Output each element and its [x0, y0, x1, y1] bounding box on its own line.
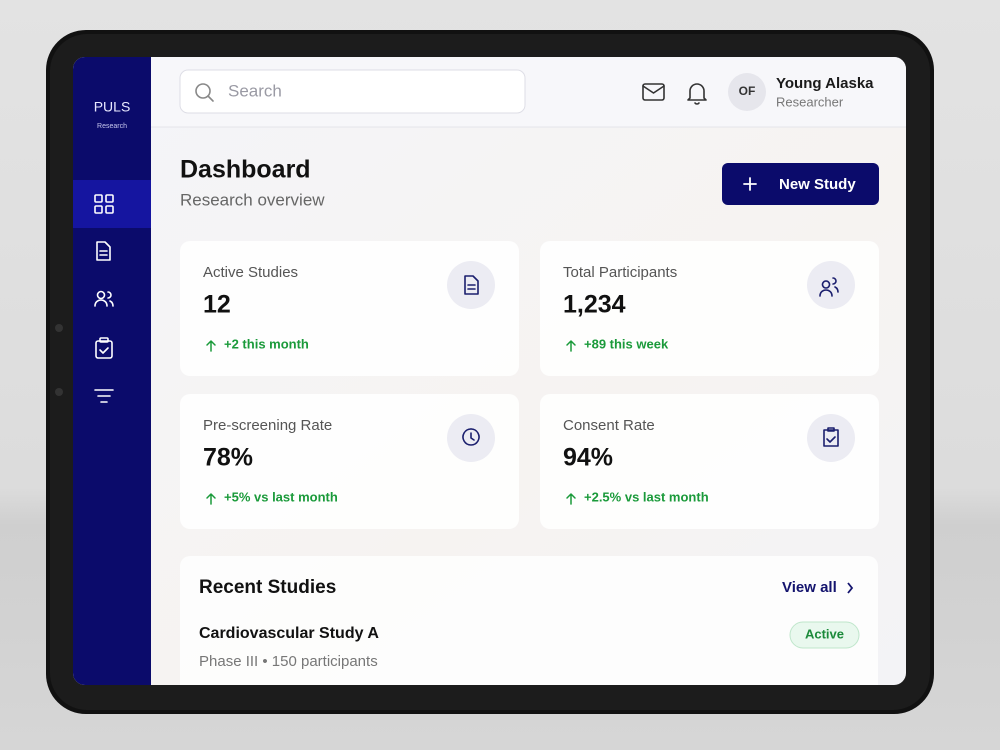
status-pill — [789, 621, 860, 649]
stat-label: Total Participants — [563, 264, 677, 281]
up-arrow-icon — [206, 493, 216, 505]
up-arrow-icon — [206, 340, 216, 352]
stat-change: +2 this month — [224, 336, 309, 351]
recent-card — [180, 556, 878, 685]
new-study-button[interactable] — [722, 163, 879, 205]
stat-change: +89 this week — [584, 336, 669, 351]
stat-card — [180, 394, 519, 529]
logo-tagline: Research — [97, 123, 127, 130]
side-button — [55, 324, 63, 332]
stat-card — [540, 394, 879, 529]
stat-card — [540, 241, 879, 376]
side-button — [55, 388, 63, 396]
stat-change: +2.5% vs last month — [584, 489, 709, 504]
sidebar — [73, 57, 151, 685]
nav-documents-icon[interactable] — [96, 241, 111, 261]
page-subtitle: Research overview — [180, 190, 325, 209]
bell-icon[interactable] — [687, 83, 707, 105]
plus-icon — [743, 177, 757, 191]
page-title: Dashboard — [180, 156, 311, 184]
search-placeholder: Search — [228, 81, 282, 100]
view-all-link[interactable]: View all — [782, 579, 837, 596]
screen: PULS Research Search OF Young Alaska Res… — [73, 57, 906, 685]
status-label: Active — [805, 626, 844, 641]
stat-value: 12 — [203, 291, 231, 319]
nav-filter-icon[interactable] — [94, 389, 114, 403]
chevron-icon — [847, 582, 854, 594]
nav-dashboard-icon[interactable] — [94, 194, 114, 214]
stat-icon — [462, 428, 480, 446]
mail-icon[interactable] — [642, 83, 665, 101]
stat-label: Consent Rate — [563, 417, 655, 434]
stat-icon — [819, 277, 839, 297]
up-arrow-icon — [566, 493, 576, 505]
nav-active[interactable] — [73, 180, 151, 228]
stat-value: 78% — [203, 444, 253, 472]
search-icon — [195, 83, 214, 102]
logo-name: PULS — [94, 99, 131, 115]
stat-card — [180, 241, 519, 376]
stat-value: 94% — [563, 444, 613, 472]
avatar-initials: OF — [739, 84, 756, 98]
up-arrow-icon — [566, 340, 576, 352]
stat-icon-bg — [807, 261, 855, 309]
recent-title: Recent Studies — [199, 577, 336, 598]
stat-value: 1,234 — [563, 291, 626, 319]
avatar[interactable] — [728, 73, 766, 111]
user-name: Young Alaska — [776, 75, 874, 92]
study-meta: Phase III • 150 participants — [199, 653, 378, 670]
nav-participants-icon[interactable] — [94, 290, 114, 307]
new-study-label: New Study — [779, 176, 856, 193]
stat-cards: Active Studies 12 +2 this month Total Parti… — [180, 241, 879, 529]
stat-icon-bg — [807, 414, 855, 462]
stat-change: +5% vs last month — [224, 489, 338, 504]
search-box[interactable] — [179, 69, 526, 114]
stat-icon — [823, 427, 839, 447]
stat-icon — [464, 275, 479, 295]
stat-label: Pre-screening Rate — [203, 417, 332, 434]
user-role: Researcher — [776, 94, 844, 109]
stat-label: Active Studies — [203, 264, 298, 281]
nav-consent-icon[interactable] — [95, 337, 113, 359]
study-name[interactable]: Cardiovascular Study A — [199, 625, 379, 642]
